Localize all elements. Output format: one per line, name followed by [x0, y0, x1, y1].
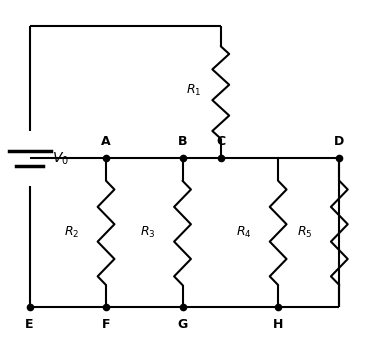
Text: $R_4$: $R_4$ — [236, 225, 251, 240]
Text: A: A — [101, 135, 111, 148]
Text: C: C — [216, 135, 225, 148]
Text: $R_1$: $R_1$ — [186, 83, 202, 98]
Text: D: D — [334, 135, 345, 148]
Text: $R_5$: $R_5$ — [297, 225, 313, 240]
Text: E: E — [25, 318, 34, 331]
Text: F: F — [102, 318, 110, 331]
Text: $R_2$: $R_2$ — [64, 225, 79, 240]
Text: H: H — [273, 318, 283, 331]
Text: B: B — [178, 135, 187, 148]
Text: $R_3$: $R_3$ — [140, 225, 156, 240]
Text: $V_0$: $V_0$ — [52, 150, 69, 166]
Text: G: G — [177, 318, 188, 331]
